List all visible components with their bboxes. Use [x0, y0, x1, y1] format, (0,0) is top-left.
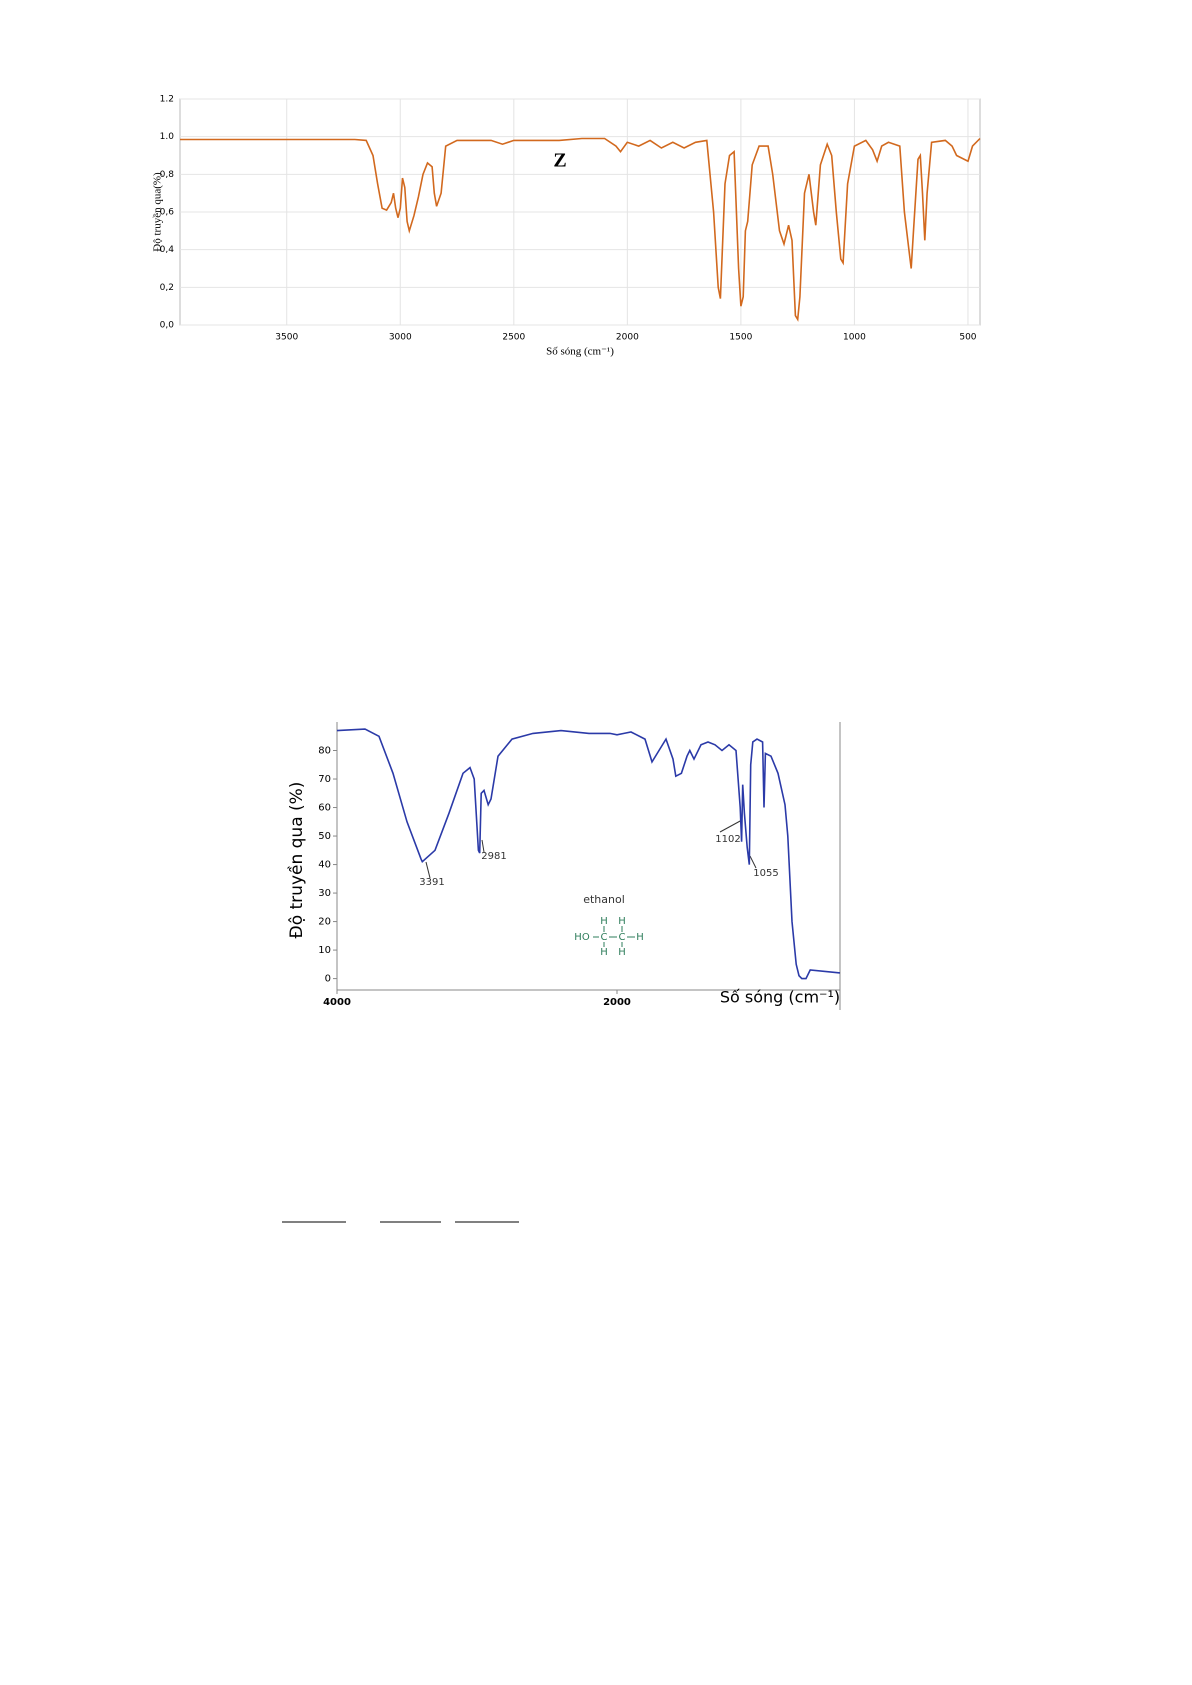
y-tick-label: 0,8: [160, 170, 175, 180]
x-tick-label: 4000: [323, 997, 351, 1008]
leader: [719, 819, 743, 833]
peak-label: 1055: [753, 868, 778, 879]
x-tick-label: 2000: [603, 997, 631, 1008]
compound-name: ethanol: [583, 893, 625, 906]
atom: C: [601, 932, 608, 943]
spectrum-line: [180, 137, 981, 322]
x-tick-label: 500: [959, 333, 976, 343]
y-tick-label: 70: [318, 774, 331, 785]
y-tick-label: 0: [325, 974, 331, 985]
atom: H: [618, 916, 626, 927]
y-tick-label: 0,0: [160, 321, 175, 331]
atom: HO: [574, 932, 590, 943]
y-axis-label: Độ truyền qua (%): [286, 782, 307, 939]
y-tick-label: 20: [318, 917, 331, 928]
y-tick-label: 0,6: [160, 208, 175, 218]
y-tick-label: 30: [318, 888, 331, 899]
y-tick-label: 40: [318, 860, 331, 871]
y-tick-label: 1.2: [160, 95, 174, 105]
y-tick-label: 10: [318, 945, 331, 956]
atom: H: [600, 916, 608, 927]
peak-label: 2981: [481, 851, 506, 862]
leader: [425, 861, 431, 879]
x-tick-label: 2000: [616, 333, 639, 343]
x-tick-label: 1000: [843, 333, 866, 343]
x-tick-label: 2500: [502, 333, 525, 343]
y-tick-label: 50: [318, 831, 331, 842]
atom: H: [618, 947, 626, 958]
spectrum-line: [336, 728, 841, 980]
y-tick-label: 1.0: [160, 132, 175, 142]
y-axis-label: Độ truyền qua(%): [152, 172, 164, 252]
peak-label: 3391: [419, 877, 444, 888]
x-tick-label: 3000: [389, 333, 412, 343]
leader: [749, 855, 757, 869]
atom: H: [636, 932, 644, 943]
y-tick-label: 0,2: [160, 283, 174, 293]
annotation: Z: [553, 150, 566, 172]
y-tick-label: 60: [318, 803, 331, 814]
x-axis-label: Số sóng (cm⁻¹): [546, 346, 614, 358]
leader: [481, 839, 485, 853]
x-tick-label: 1500: [729, 333, 752, 343]
y-tick-label: 0,4: [160, 245, 175, 255]
x-axis-label: Số sóng (cm⁻¹): [720, 988, 840, 1007]
atom: C: [619, 932, 626, 943]
x-tick-label: 3500: [275, 333, 298, 343]
peak-label: 1102: [715, 834, 740, 845]
y-tick-label: 80: [318, 746, 331, 757]
atom: H: [600, 947, 608, 958]
